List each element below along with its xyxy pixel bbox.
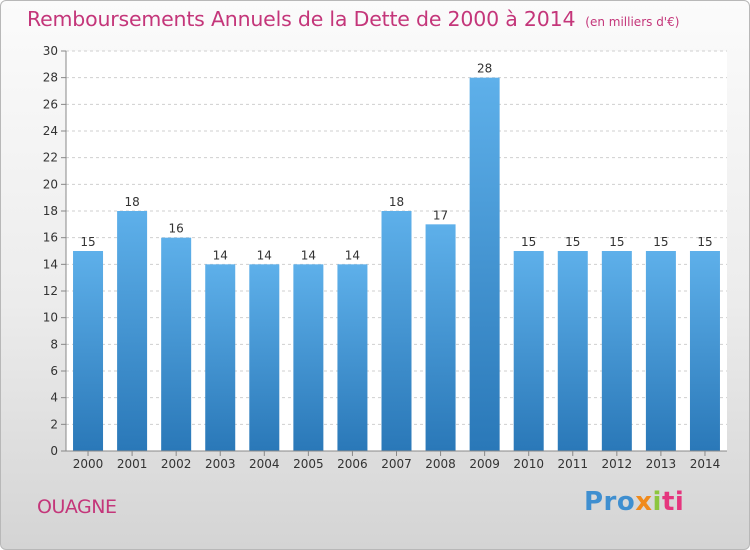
y-tick-label: 22 <box>43 151 58 165</box>
bar-value-label: 15 <box>521 235 536 249</box>
x-axis-ticks: 2000 2001 2002 2003 2004 2005 2006 2007 2008 2009… <box>73 451 720 471</box>
bar <box>117 211 148 451</box>
bar-value-label: 14 <box>301 248 316 262</box>
x-tick-label: 2005 <box>293 457 324 471</box>
bar-value-label: 15 <box>697 235 712 249</box>
y-tick-label: 2 <box>50 417 58 431</box>
bar <box>513 251 544 451</box>
x-tick-label: 2000 <box>73 457 104 471</box>
x-tick-label: 2002 <box>161 457 192 471</box>
bar-value-label: 15 <box>609 235 624 249</box>
title-text: Remboursements Annuels de la Dette de 20… <box>27 7 576 31</box>
bar-value-label: 14 <box>213 248 228 262</box>
chart-title: Remboursements Annuels de la Dette de 20… <box>27 7 679 31</box>
bar <box>293 264 324 451</box>
y-tick-label: 18 <box>43 204 58 218</box>
bar-value-label: 17 <box>433 208 448 222</box>
y-tick-label: 30 <box>43 44 58 58</box>
x-tick-label: 2010 <box>513 457 544 471</box>
bar-value-label: 18 <box>124 195 139 209</box>
bar <box>161 237 192 451</box>
bar-value-label: 15 <box>565 235 580 249</box>
bar-value-label: 15 <box>80 235 95 249</box>
y-tick-label: 4 <box>50 391 58 405</box>
y-tick-label: 16 <box>43 231 58 245</box>
x-tick-label: 2009 <box>469 457 500 471</box>
x-tick-label: 2001 <box>117 457 148 471</box>
bar <box>645 251 676 451</box>
x-tick-label: 2004 <box>249 457 280 471</box>
value-labels: 15 18 16 14 14 14 14 18 17 28 15 15 15 15 15 <box>80 62 712 263</box>
y-tick-label: 26 <box>43 97 58 111</box>
y-tick-label: 20 <box>43 177 58 191</box>
chart-subtitle: (en milliers d'€) <box>585 15 680 29</box>
y-tick-label: 24 <box>43 124 58 138</box>
bar <box>205 264 236 451</box>
y-tick-label: 12 <box>43 284 58 298</box>
y-tick-label: 14 <box>43 257 58 271</box>
y-tick-label: 28 <box>43 71 58 85</box>
bar <box>469 77 500 452</box>
commune-name: OUAGNE <box>37 496 117 518</box>
bar <box>601 251 632 451</box>
bar <box>249 264 280 451</box>
x-tick-label: 2006 <box>337 457 368 471</box>
y-tick-label: 6 <box>50 364 58 378</box>
bar <box>425 224 456 451</box>
bar-value-label: 15 <box>653 235 668 249</box>
bar-value-label: 16 <box>169 222 184 236</box>
bars <box>73 77 720 452</box>
x-tick-label: 2008 <box>425 457 456 471</box>
x-tick-label: 2007 <box>381 457 412 471</box>
x-tick-label: 2003 <box>205 457 236 471</box>
y-tick-label: 8 <box>50 337 58 351</box>
bar <box>73 251 104 451</box>
y-tick-label: 0 <box>50 444 58 458</box>
x-tick-label: 2013 <box>646 457 677 471</box>
bar <box>337 264 368 451</box>
bar-value-label: 14 <box>257 248 272 262</box>
y-tick-label: 10 <box>43 311 58 325</box>
bar <box>689 251 720 451</box>
bar-value-label: 28 <box>477 62 492 76</box>
bar <box>557 251 588 451</box>
bar-value-label: 14 <box>345 248 360 262</box>
x-tick-label: 2011 <box>557 457 588 471</box>
x-tick-label: 2014 <box>690 457 721 471</box>
bar <box>381 211 412 451</box>
x-tick-label: 2012 <box>602 457 633 471</box>
proxiti-logo: Proxiti <box>584 487 685 517</box>
bar-value-label: 18 <box>389 195 404 209</box>
